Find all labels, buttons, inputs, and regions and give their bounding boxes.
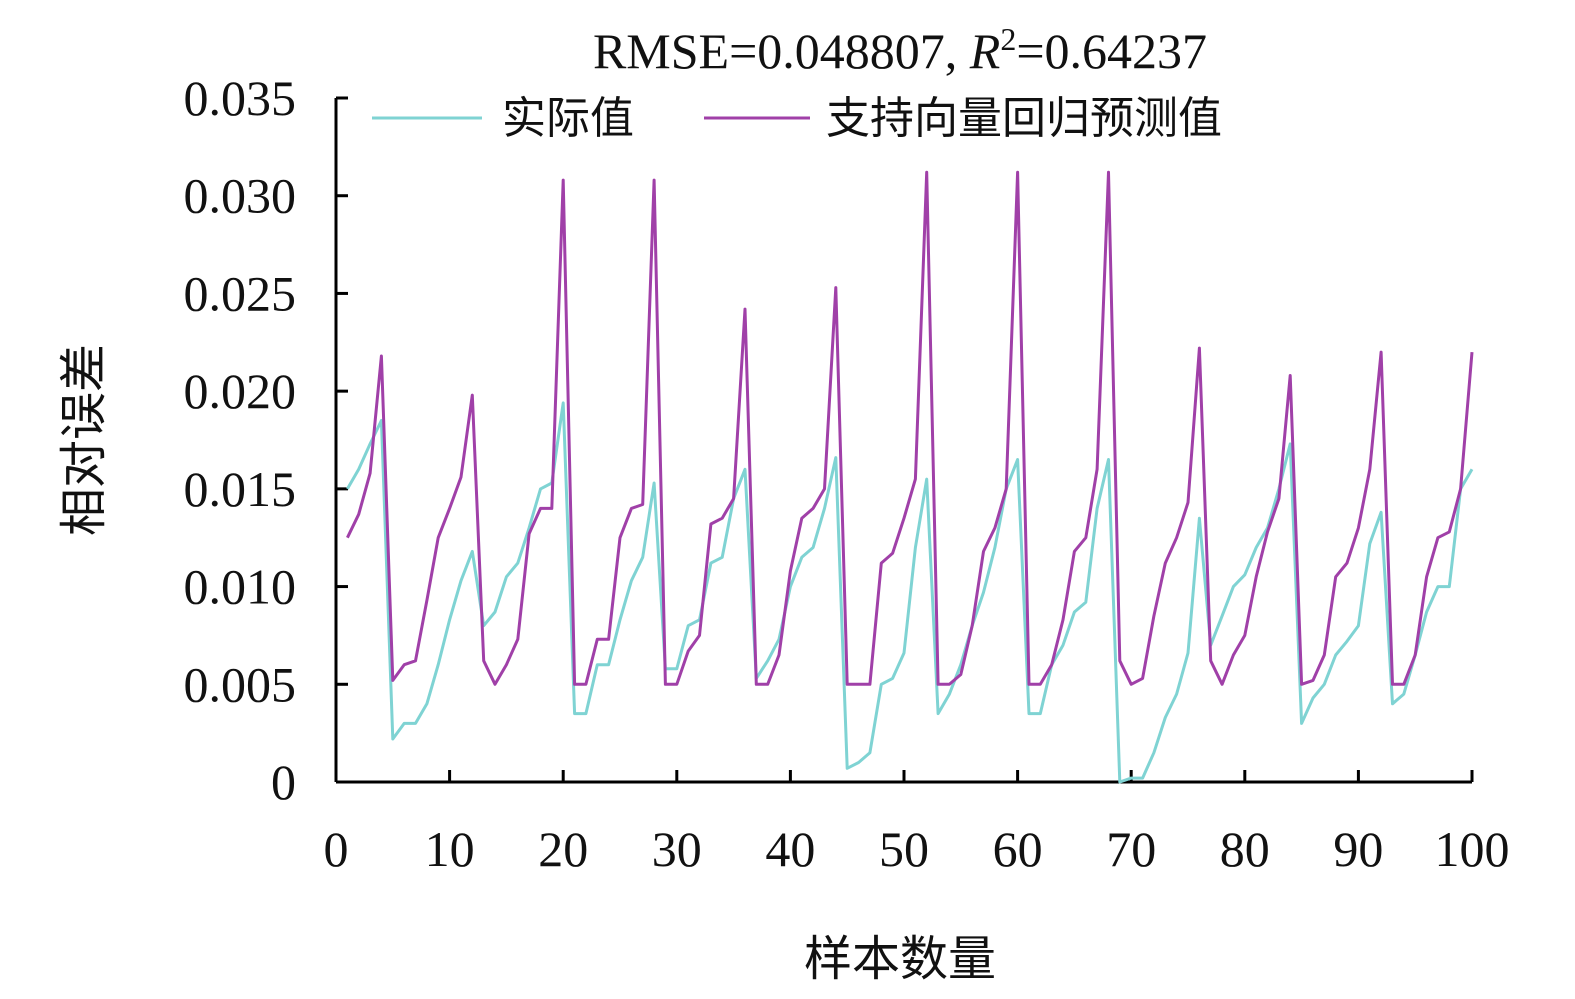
x-tick-label: 50 xyxy=(879,821,929,877)
x-tick-label: 60 xyxy=(993,821,1043,877)
legend-label-predicted: 支持向量回归预测值 xyxy=(826,93,1222,144)
x-tick-label: 0 xyxy=(324,821,349,877)
chart-title: RMSE=0.048807, R2=0.64237 xyxy=(593,21,1207,79)
y-tick-label: 0.005 xyxy=(184,656,297,712)
y-axis-title: 相对误差 xyxy=(56,344,112,536)
x-tick-label: 80 xyxy=(1220,821,1270,877)
y-tick-label: 0.015 xyxy=(184,461,297,517)
x-tick-label: 90 xyxy=(1333,821,1383,877)
series-layer xyxy=(346,170,1474,784)
y-ticks: 0 0.005 0.010 0.015 0.020 0.025 0.030 0.035 xyxy=(184,70,348,810)
legend-label-actual: 实际值 xyxy=(502,93,634,144)
x-axis-title: 样本数量 xyxy=(804,931,996,987)
x-tick-label: 70 xyxy=(1106,821,1156,877)
y-tick-label: 0.010 xyxy=(184,559,297,615)
x-tick-label: 40 xyxy=(765,821,815,877)
y-tick-label: 0.020 xyxy=(184,363,297,419)
x-tick-label: 100 xyxy=(1435,821,1510,877)
legend: 实际值 支持向量回归预测值 xyxy=(372,93,1222,144)
x-tick-label: 30 xyxy=(652,821,702,877)
x-ticks: 0 10 20 30 40 50 60 70 80 90 100 xyxy=(324,770,1510,877)
series-line-predicted xyxy=(346,170,1474,686)
x-tick-label: 10 xyxy=(425,821,475,877)
series-line-actual xyxy=(346,401,1474,784)
y-tick-label: 0.030 xyxy=(184,168,297,224)
y-tick-label: 0.035 xyxy=(184,70,297,126)
x-tick-label: 20 xyxy=(538,821,588,877)
y-tick-label: 0 xyxy=(271,754,296,810)
y-tick-label: 0.025 xyxy=(184,265,297,321)
